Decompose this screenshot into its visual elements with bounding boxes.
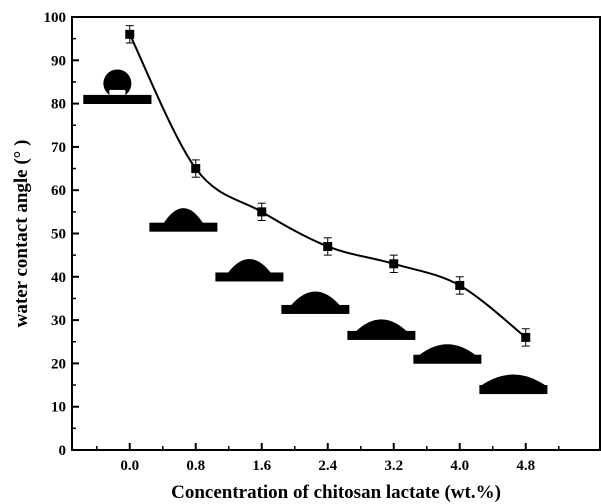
x-tick-label: 0.8 bbox=[186, 458, 205, 474]
data-point bbox=[323, 241, 333, 251]
substrate bbox=[479, 385, 548, 395]
y-tick-label: 10 bbox=[51, 400, 66, 416]
substrate-front bbox=[83, 94, 152, 104]
droplet bbox=[290, 291, 341, 306]
droplet bbox=[163, 208, 204, 224]
y-tick-label: 30 bbox=[51, 313, 66, 329]
x-axis-title: Concentration of chitosan lactate (wt.%) bbox=[171, 482, 501, 503]
y-tick-label: 0 bbox=[59, 443, 67, 459]
x-tick-label: 2.4 bbox=[318, 458, 337, 474]
substrate bbox=[347, 330, 416, 340]
data-point bbox=[191, 164, 201, 174]
x-tick-label: 1.6 bbox=[252, 458, 271, 474]
data-point bbox=[125, 29, 135, 39]
x-tick-label: 0.0 bbox=[120, 458, 139, 474]
data-point bbox=[521, 332, 531, 342]
y-tick-label: 40 bbox=[51, 270, 66, 286]
data-point bbox=[455, 280, 465, 290]
x-tick-label: 3.2 bbox=[384, 458, 403, 474]
y-tick-label: 50 bbox=[51, 227, 66, 243]
droplet bbox=[355, 319, 408, 332]
y-tick-label: 80 bbox=[51, 97, 66, 113]
y-tick-label: 70 bbox=[51, 140, 66, 156]
x-tick-label: 4.8 bbox=[516, 458, 535, 474]
y-tick-label: 100 bbox=[44, 10, 67, 26]
data-point bbox=[257, 207, 267, 217]
substrate bbox=[413, 354, 482, 364]
droplet-inset bbox=[215, 258, 284, 282]
droplet bbox=[103, 69, 132, 95]
data-points bbox=[125, 29, 531, 342]
droplet bbox=[227, 258, 272, 274]
droplet-inset bbox=[83, 69, 152, 104]
y-axis-title: water contact angle (° ) bbox=[11, 140, 32, 328]
droplet-inset bbox=[347, 319, 416, 340]
substrate bbox=[149, 222, 218, 232]
x-axis: 0.0 0.8 1.6 2.4 3.2 4.0 4.8 bbox=[96, 443, 560, 474]
y-tick-label: 20 bbox=[51, 356, 66, 372]
y-axis: 0 10 20 30 40 50 60 70 80 90 100 bbox=[44, 10, 79, 459]
substrate bbox=[215, 272, 284, 282]
droplet-inset bbox=[479, 374, 548, 395]
droplet bbox=[418, 344, 477, 356]
droplet-highlight bbox=[109, 89, 126, 95]
y-tick-label: 60 bbox=[51, 183, 66, 199]
droplet-inset bbox=[413, 344, 482, 364]
x-tick-label: 4.0 bbox=[450, 458, 469, 474]
y-tick-label: 90 bbox=[51, 53, 66, 69]
droplet-inset bbox=[149, 208, 218, 232]
substrate bbox=[281, 304, 350, 314]
fit-curve bbox=[128, 33, 527, 339]
data-point bbox=[389, 259, 399, 269]
droplet bbox=[480, 374, 547, 387]
droplet-inset bbox=[281, 291, 350, 314]
droplet-insets bbox=[83, 69, 548, 395]
